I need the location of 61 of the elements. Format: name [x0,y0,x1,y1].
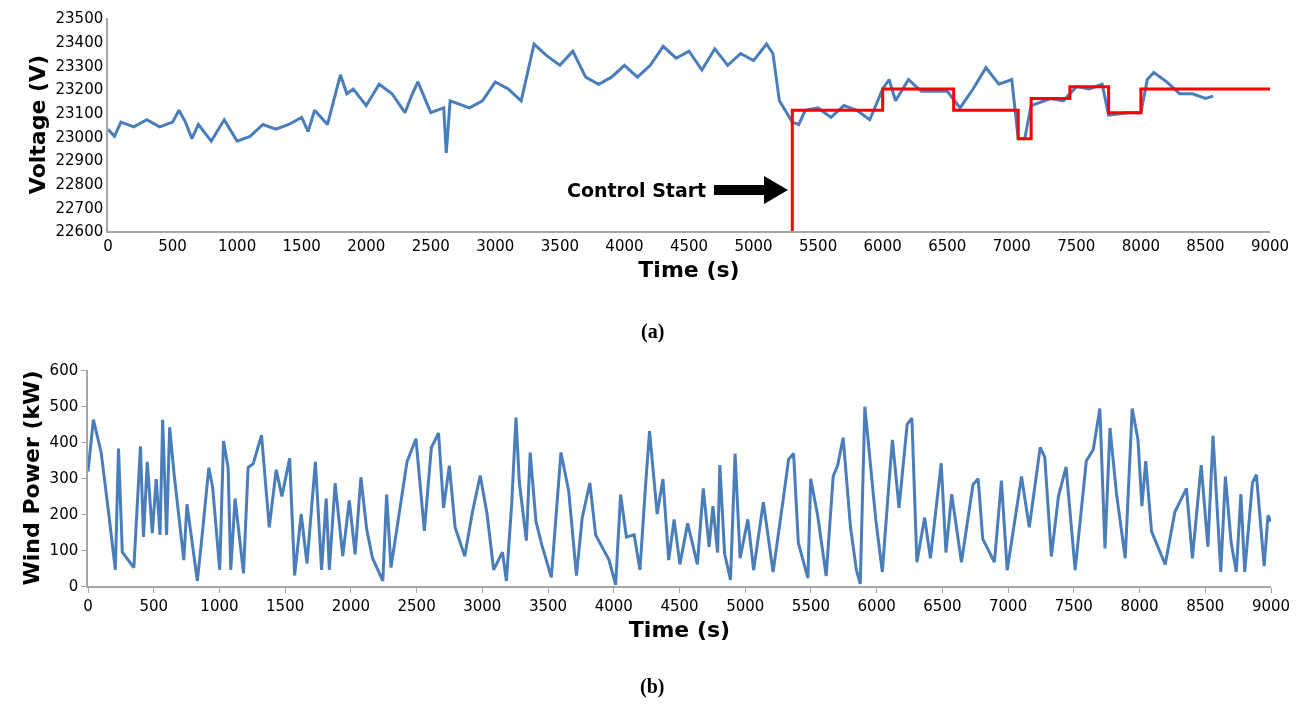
x-tick-label: 5500 [799,236,838,255]
x-tick-label: 9000 [1251,596,1291,615]
x-axis-title: Time (s) [628,617,731,643]
y-tick-label: 200 [49,505,79,524]
x-tick-label: 2000 [331,596,370,615]
text: (a) [641,320,665,343]
x-tick-label: 1000 [218,236,257,255]
y-axis-title: Voltage (V) [24,54,50,195]
y-tick-label: 23000 [55,127,104,146]
x-tick-label: 4500 [660,596,699,615]
x-tick-label: 1500 [266,596,305,615]
text: (b) [640,675,665,698]
y-axis-title: Wind Power (kW) [18,370,44,586]
x-tick-label: 7500 [1057,236,1096,255]
x-tick-label: 4000 [594,596,633,615]
y-tick-label: 300 [49,469,79,488]
y-tick-label: 600 [49,361,79,380]
y-tick-label: 23500 [55,9,104,28]
annotation: Control Start [567,179,707,201]
x-tick-label: 6000 [863,236,902,255]
x-tick-label: 3000 [463,596,502,615]
x-tick-label: 500 [139,596,169,615]
x-tick-label: 8500 [1186,236,1225,255]
y-tick-label: 22900 [55,151,104,170]
x-tick-label: 1500 [282,236,321,255]
x-axis-title: Time (s) [638,257,740,283]
x-tick-label: 3500 [528,596,568,615]
x-tick-label: 5000 [726,596,765,615]
x-tick-label: 4500 [669,236,709,255]
x-tick-label: 3500 [540,236,579,255]
y-tick-label: 22600 [55,222,104,241]
y-tick-label: 23200 [55,80,104,99]
y-tick-label: 0 [68,577,79,596]
x-tick-label: 2500 [411,236,450,255]
x-tick-label: 7000 [992,236,1031,255]
y-tick-label: 23300 [55,56,104,75]
x-tick-label: 6500 [928,236,967,255]
y-tick-label: 400 [49,433,79,452]
y-tick-label: 22800 [55,174,104,193]
y-tick-label: 22700 [55,198,104,217]
x-tick-label: 500 [158,236,187,255]
x-tick-label: 3000 [476,236,515,255]
x-tick-label: 9000 [1250,236,1290,255]
x-tick-label: 6000 [857,596,896,615]
x-tick-label: 2000 [347,236,386,255]
y-tick-label: 23400 [55,32,104,51]
x-tick-label: 5500 [791,596,831,615]
line-series [108,42,1215,155]
x-tick-label: 5000 [734,236,773,255]
x-tick-label: 8000 [1120,596,1159,615]
y-tick-label: 23100 [55,103,104,122]
x-tick-label: 6500 [923,596,962,615]
x-tick-label: 7500 [1054,596,1093,615]
y-tick-label: 100 [49,541,79,560]
x-tick-label: 2500 [397,596,436,615]
x-tick-label: 1000 [200,596,239,615]
x-tick-label: 8000 [1121,236,1160,255]
x-tick-label: 8500 [1186,596,1225,615]
x-tick-label: 7000 [989,596,1028,615]
y-tick-label: 500 [49,397,79,416]
x-tick-label: 4000 [605,236,644,255]
